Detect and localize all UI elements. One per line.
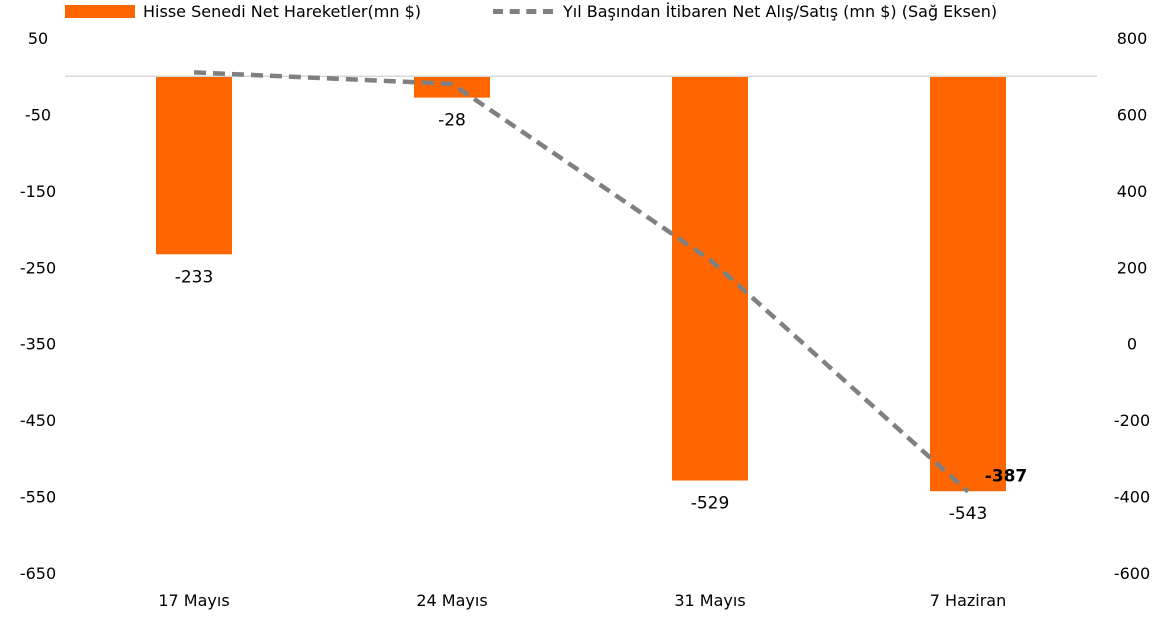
bar-data-label: -529 bbox=[691, 494, 730, 514]
y-left-tick-label: 50 bbox=[28, 29, 48, 48]
y-right-tick-label: 400 bbox=[1117, 182, 1148, 201]
y-left-tick-label: -450 bbox=[20, 411, 56, 430]
y-left-tick-label: -650 bbox=[20, 564, 56, 583]
y-right-tick-label: 800 bbox=[1117, 29, 1148, 48]
y-right-tick-label: -600 bbox=[1114, 564, 1150, 583]
legend-swatch-line bbox=[493, 9, 553, 14]
y-right-tick-label: -200 bbox=[1114, 411, 1150, 430]
y-left-tick-label: -150 bbox=[20, 182, 56, 201]
y-left-tick-label: -350 bbox=[20, 335, 56, 354]
y-left-tick-label: -250 bbox=[20, 258, 56, 277]
legend-label-bars: Hisse Senedi Net Hareketler(mn $) bbox=[143, 2, 421, 21]
y-left-tick-label: -550 bbox=[20, 488, 56, 507]
legend-swatch-bars bbox=[65, 5, 135, 18]
bar-data-label: -28 bbox=[438, 111, 466, 131]
bar bbox=[156, 76, 232, 255]
y-right-tick-label: 0 bbox=[1127, 335, 1137, 354]
line-data-label: -387 bbox=[985, 467, 1028, 487]
legend: Hisse Senedi Net Hareketler(mn $) Yıl Ba… bbox=[0, 0, 1168, 24]
x-tick-label: 24 Mayıs bbox=[416, 591, 487, 610]
y-right-tick-label: 200 bbox=[1117, 258, 1148, 277]
legend-label-line: Yıl Başından İtibaren Net Alış/Satış (mn… bbox=[563, 2, 998, 21]
y-right-tick-label: 600 bbox=[1117, 105, 1148, 124]
line-series bbox=[193, 70, 970, 494]
legend-item-line: Yıl Başından İtibaren Net Alış/Satış (mn… bbox=[493, 2, 997, 21]
bar-data-label: -233 bbox=[175, 267, 214, 287]
x-tick-label: 31 Mayıs bbox=[674, 591, 745, 610]
bar bbox=[672, 76, 748, 481]
x-tick-label: 7 Haziran bbox=[930, 591, 1006, 610]
x-tick-label: 17 Mayıs bbox=[158, 591, 229, 610]
bar bbox=[414, 76, 490, 98]
y-left-tick-label: -50 bbox=[25, 105, 51, 124]
y-right-tick-label: -400 bbox=[1114, 488, 1150, 507]
bar bbox=[930, 76, 1006, 492]
bar-data-label: -543 bbox=[949, 504, 988, 524]
legend-item-bars: Hisse Senedi Net Hareketler(mn $) bbox=[65, 2, 421, 21]
